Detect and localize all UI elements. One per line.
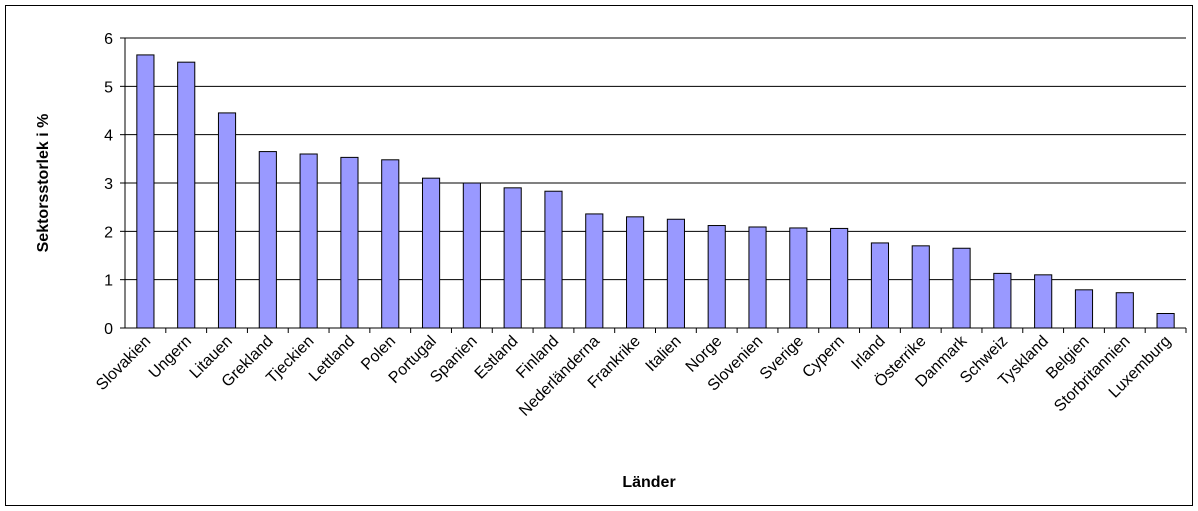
y-axis-title: Sektorsstorlek i % xyxy=(35,114,52,253)
bar-20 xyxy=(952,247,971,329)
x-tick-label-17: Cypern xyxy=(799,333,847,381)
bar-16 xyxy=(789,227,808,329)
bar-21 xyxy=(993,272,1012,329)
x-tick-label-0: Slovakien xyxy=(93,333,154,394)
axes xyxy=(120,37,1187,333)
bar-9 xyxy=(503,187,522,329)
bar-10 xyxy=(544,190,563,329)
bar-6 xyxy=(381,159,400,329)
bar-13 xyxy=(666,218,685,329)
x-tick-labels: SlovakienUngernLitauenGreklandTjeckienLe… xyxy=(93,332,1174,420)
y-tick-label-6: 6 xyxy=(104,31,113,48)
y-tick-label-3: 3 xyxy=(104,176,113,193)
y-tick-label-1: 1 xyxy=(104,273,113,290)
bar-24 xyxy=(1115,292,1134,329)
x-tick-label-9: Estland xyxy=(472,333,522,383)
y-tick-label-5: 5 xyxy=(104,79,113,96)
bar-0 xyxy=(136,54,155,329)
bar-19 xyxy=(911,245,930,329)
bar-22 xyxy=(1034,274,1053,329)
bars xyxy=(136,54,1175,329)
gridlines xyxy=(125,37,1186,281)
bar-1 xyxy=(177,61,196,329)
bar-4 xyxy=(299,153,318,329)
y-tick-label-0: 0 xyxy=(104,321,113,338)
bar-12 xyxy=(626,216,645,329)
bar-23 xyxy=(1074,289,1094,329)
bar-17 xyxy=(830,227,849,329)
bar-18 xyxy=(870,242,890,329)
bar-8 xyxy=(462,182,481,329)
x-axis-title: Länder xyxy=(622,474,675,491)
x-tick-label-1: Ungern xyxy=(146,333,195,382)
bar-7 xyxy=(421,177,441,329)
bar-25 xyxy=(1156,313,1175,329)
bar-3 xyxy=(258,151,277,329)
bar-11 xyxy=(585,213,604,329)
bar-15 xyxy=(748,226,767,329)
x-tick-label-5: Lettland xyxy=(306,333,358,385)
x-tick-label-16: Sverige xyxy=(757,333,807,383)
bar-14 xyxy=(707,225,726,329)
x-tick-label-13: Italien xyxy=(643,333,685,375)
bar-5 xyxy=(340,156,359,329)
y-tick-label-4: 4 xyxy=(104,128,113,145)
y-tick-labels: 0 1 2 3 4 5 6 xyxy=(104,31,113,338)
y-tick-label-2: 2 xyxy=(104,224,113,241)
bar-2 xyxy=(217,112,237,329)
